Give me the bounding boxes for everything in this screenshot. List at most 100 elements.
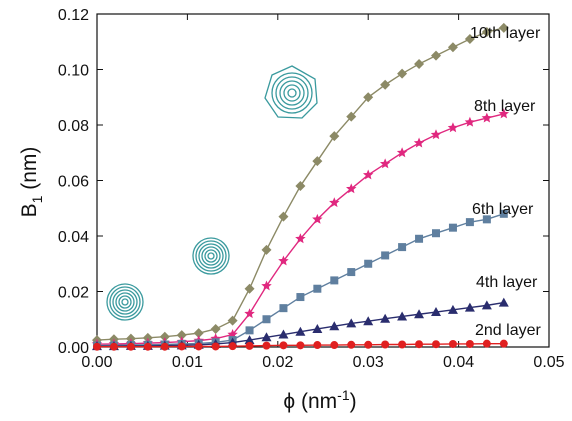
marker (432, 340, 440, 349)
y-tick-label: 0.06 (58, 174, 89, 191)
marker (109, 342, 118, 351)
marker (448, 339, 457, 348)
marker (312, 323, 323, 333)
x-tick-label: 0.03 (353, 354, 384, 371)
series-label: 6th layer (472, 201, 534, 218)
marker (330, 341, 339, 350)
marker (278, 255, 289, 266)
marker (498, 22, 509, 33)
marker (160, 342, 169, 351)
y-tick-label: 0.08 (58, 118, 89, 135)
marker (210, 323, 221, 334)
marker (193, 328, 204, 339)
marker (362, 169, 374, 180)
marker (329, 321, 340, 331)
y-tick-label: 0.02 (58, 285, 89, 302)
marker (262, 315, 271, 324)
marker (414, 58, 425, 69)
marker (482, 339, 491, 348)
marker (279, 304, 288, 313)
marker (245, 341, 254, 350)
x-tick-label: 0.00 (81, 354, 112, 371)
y-tick-label: 0.04 (58, 229, 89, 246)
marker (278, 211, 289, 222)
marker (499, 209, 508, 218)
marker (346, 183, 357, 194)
marker (464, 116, 476, 127)
marker (244, 283, 255, 294)
marker (431, 50, 441, 61)
marker (481, 112, 493, 123)
series-label: 2nd layer (475, 322, 541, 339)
marker (312, 213, 323, 224)
marker (381, 251, 390, 260)
y-axis-label: B1 (nm) (18, 147, 45, 218)
plot-frame (96, 13, 550, 348)
marker (379, 158, 391, 169)
marker (481, 27, 492, 38)
marker (227, 315, 238, 326)
x-axis-label: ϕ (nm-1) (283, 387, 356, 413)
marker (245, 326, 254, 335)
marker (313, 341, 322, 350)
marker (244, 308, 255, 319)
marker (397, 311, 408, 321)
marker (396, 147, 408, 158)
marker (93, 342, 101, 351)
marker (464, 33, 475, 44)
marker (498, 297, 509, 307)
marker (295, 326, 306, 336)
marker (261, 280, 272, 291)
marker (295, 181, 306, 192)
marker (262, 341, 271, 350)
marker (364, 259, 373, 268)
series-line (97, 301, 504, 347)
marker (126, 342, 135, 351)
x-tick-label: 0.02 (262, 354, 293, 371)
marker (397, 68, 408, 79)
marker (398, 243, 407, 252)
marker (465, 339, 474, 348)
marker (261, 244, 272, 255)
series-label: 8th layer (474, 98, 536, 115)
marker (381, 340, 390, 349)
marker (279, 341, 288, 350)
marker (447, 42, 458, 53)
marker (432, 229, 440, 238)
series-label: 4th layer (476, 274, 538, 291)
marker (413, 137, 425, 148)
marker (498, 108, 510, 119)
marker (398, 340, 407, 349)
marker (380, 79, 391, 90)
marker (261, 332, 272, 342)
y-tick-label: 0.00 (58, 340, 89, 357)
marker (313, 284, 322, 293)
marker (296, 293, 305, 302)
marker (347, 268, 356, 277)
marker (363, 316, 374, 326)
marker (330, 276, 339, 285)
marker (415, 234, 424, 243)
series-label: 10th layer (470, 25, 541, 42)
inset-pictures (106, 65, 318, 321)
marker (295, 233, 306, 244)
marker (431, 307, 441, 317)
marker (347, 340, 356, 349)
marker (448, 223, 457, 232)
marker (194, 342, 203, 351)
marker (329, 131, 340, 142)
marker (380, 313, 391, 323)
marker (228, 342, 237, 351)
marker (346, 318, 357, 328)
x-tick-label: 0.04 (443, 354, 474, 371)
marker (176, 330, 187, 341)
marker (499, 339, 508, 348)
y-tick-label: 0.12 (58, 7, 89, 24)
marker (447, 304, 458, 314)
marker (177, 342, 186, 351)
marker (143, 342, 152, 351)
marker (363, 92, 374, 103)
marker (159, 331, 170, 342)
series-line (96, 113, 504, 345)
